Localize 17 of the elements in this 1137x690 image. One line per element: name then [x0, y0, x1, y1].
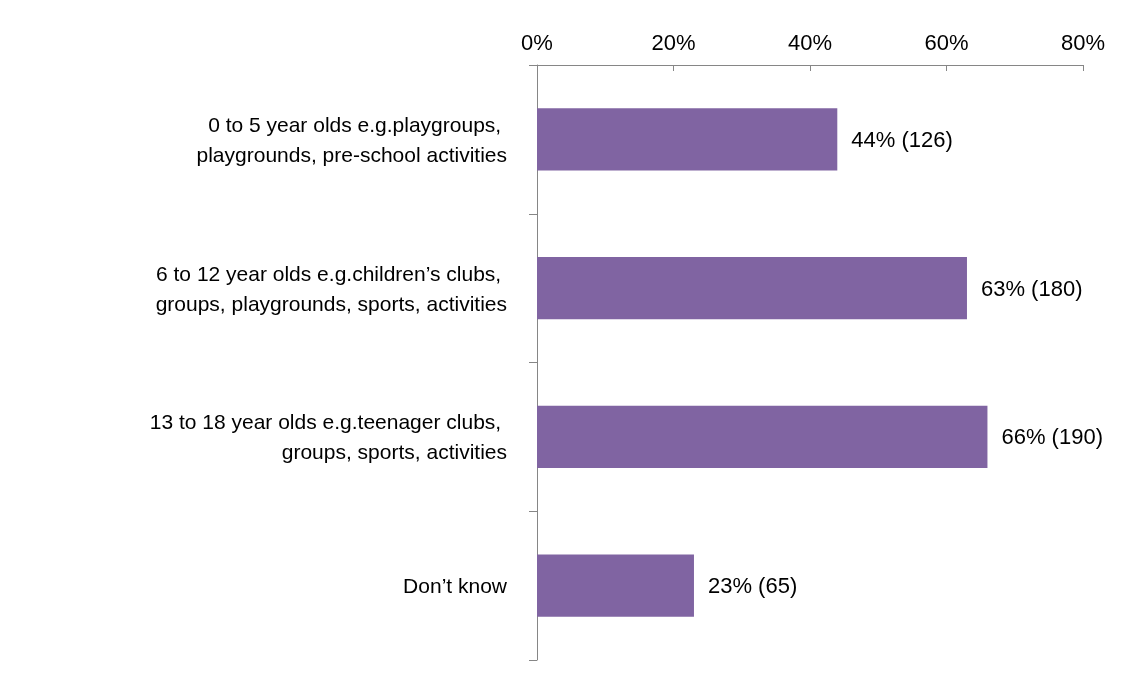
x-tick-label: 40%: [787, 29, 833, 55]
data-label: 44% (126): [851, 126, 953, 152]
x-tick-label: 60%: [924, 29, 969, 55]
y-tick-label: Don’t know: [403, 574, 508, 598]
data-label: 66% (190): [1001, 424, 1103, 450]
x-tick-label: 0%: [521, 29, 553, 55]
y-tick-label: 13 to 18 year olds e.g.teenager clubs, groups, sports, activities: [149, 410, 507, 464]
bar: [537, 405, 988, 469]
bar: [537, 108, 838, 171]
data-label: 23% (65): [707, 573, 798, 599]
bar: [537, 256, 967, 320]
y-tick-label: 0 to 5 year olds e.g.playgroups, playgrounds, pre-school activities: [196, 112, 507, 166]
x-tick-label: 80%: [1060, 29, 1106, 55]
data-label: 63% (180): [980, 275, 1083, 301]
y-tick-label: 6 to 12 year olds e.g.children’s clubs, groups, playgrounds, sports, activities: [155, 261, 507, 315]
x-tick-label: 20%: [651, 29, 696, 55]
bar: [537, 554, 694, 617]
